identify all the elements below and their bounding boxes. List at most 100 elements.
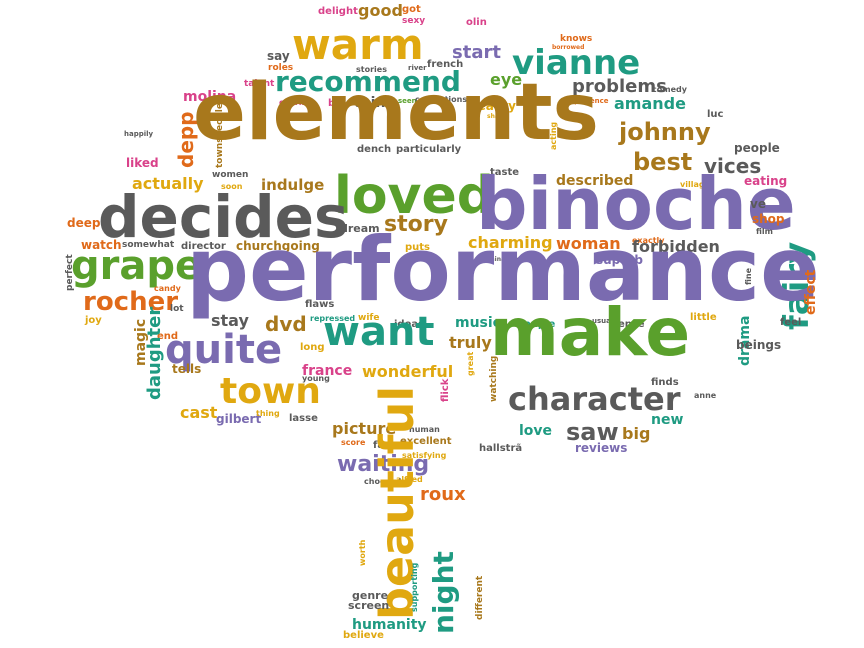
- cloud-word-candy: candy: [154, 284, 181, 293]
- cloud-word-elements: elements: [193, 68, 599, 158]
- cloud-word-good: good: [358, 1, 403, 20]
- cloud-word-ideas: ideas: [394, 319, 425, 330]
- cloud-word-best: best: [633, 148, 693, 176]
- cloud-word-particularly: particularly: [396, 144, 462, 155]
- cloud-word-vices: vices: [704, 154, 762, 178]
- cloud-word-chocolate: chocolate: [364, 477, 408, 486]
- cloud-word-amande: amande: [614, 94, 686, 113]
- cloud-word-borrowed: borrowed: [552, 44, 585, 51]
- cloud-word-supporting: supporting: [410, 562, 419, 612]
- cloud-word-french: french: [427, 59, 464, 70]
- cloud-word-finds: finds: [651, 377, 679, 388]
- cloud-word-molina: molina: [183, 89, 237, 105]
- cloud-word-village: village: [680, 180, 710, 189]
- cloud-word-experience: experience: [565, 97, 609, 105]
- cloud-word-think: think: [354, 95, 395, 111]
- cloud-word-anne: anne: [694, 391, 717, 400]
- cloud-word-acting: acting: [549, 121, 558, 150]
- cloud-word-flick: flick: [440, 378, 451, 402]
- cloud-word-beauty: beauty: [469, 99, 516, 113]
- cloud-word-beings: beings: [736, 338, 782, 352]
- cloud-word-france: france: [302, 363, 353, 379]
- cloud-word-loved: loved: [334, 166, 494, 226]
- cloud-word-olin: olin: [466, 17, 487, 28]
- cloud-word-eating: eating: [744, 174, 788, 188]
- cloud-word-film: film: [756, 227, 774, 236]
- cloud-word-wonderful: wonderful: [362, 362, 454, 381]
- cloud-word-comedy: comedy: [652, 85, 687, 94]
- cloud-word-character: character: [508, 380, 681, 418]
- cloud-word-new: new: [651, 412, 684, 428]
- cloud-word-love: love: [519, 423, 553, 439]
- cloud-word-superb: superb: [596, 253, 643, 267]
- cloud-word-roux: roux: [420, 484, 466, 505]
- cloud-word-story: story: [384, 212, 448, 237]
- cloud-word-knows: knows: [560, 34, 593, 44]
- cloud-word-different: different: [475, 575, 485, 620]
- cloud-word-alfred: alfred: [396, 475, 423, 484]
- cloud-word-humanity: humanity: [352, 617, 427, 633]
- cloud-word-problems: problems: [572, 76, 667, 97]
- cloud-word-young: young: [302, 374, 330, 383]
- cloud-word-watch: watch: [81, 238, 122, 252]
- cloud-word-confections: confections: [415, 95, 468, 104]
- cloud-word-luc: luc: [707, 109, 724, 120]
- cloud-word-truly: truly: [449, 333, 492, 352]
- cloud-word-somewhat: somewhat: [122, 240, 175, 250]
- cloud-word-soon: soon: [221, 182, 243, 191]
- cloud-word-talent: talent: [244, 79, 275, 89]
- cloud-word-liked: liked: [126, 156, 159, 170]
- cloud-word-ve: ve: [750, 197, 766, 211]
- cloud-word-joy: joy: [85, 315, 102, 326]
- cloud-word-couple: couple: [518, 319, 556, 330]
- cloud-word-score: score: [341, 438, 366, 447]
- cloud-word-dench: dench: [357, 144, 392, 155]
- cloud-word-director: director: [181, 241, 226, 252]
- cloud-word-people: people: [734, 141, 780, 155]
- cloud-word-lasse: lasse: [289, 413, 318, 424]
- cloud-word-johnny: johnny: [619, 118, 711, 146]
- cloud-word-hallstr: hallstrã: [479, 443, 523, 454]
- cloud-word-stories: stories: [356, 65, 387, 74]
- cloud-word-picture: picture: [332, 419, 397, 438]
- cloud-word-dream: dream: [340, 222, 380, 235]
- cloud-word-shop: shop: [752, 212, 785, 226]
- cloud-word-eye: eye: [490, 70, 523, 89]
- cloud-word-taste: taste: [490, 167, 520, 178]
- cloud-word-lot: lot: [170, 304, 184, 314]
- cloud-word-human: human: [409, 425, 440, 434]
- cloud-word-nominations: nominations: [480, 256, 522, 263]
- cloud-word-charm: charm: [279, 98, 308, 107]
- cloud-word-deep: deep: [67, 216, 101, 230]
- cloud-word-repressed: repressed: [310, 314, 356, 323]
- cloud-word-seen: seen: [398, 97, 417, 105]
- cloud-word-waiting: waiting: [337, 452, 430, 477]
- cloud-word-churchgoing: churchgoing: [236, 239, 320, 253]
- cloud-word-cast: cast: [180, 403, 218, 422]
- cloud-word-forbidden: forbidden: [632, 237, 720, 256]
- cloud-word-townspeople: townspeople: [215, 103, 225, 168]
- cloud-word-reviews: reviews: [575, 441, 628, 455]
- cloud-word-roles: roles: [268, 63, 294, 73]
- cloud-word-make: make: [490, 294, 691, 371]
- cloud-word-excellent: excellent: [400, 436, 452, 447]
- cloud-word-fast: fast: [373, 440, 395, 451]
- cloud-word-described: described: [556, 173, 634, 189]
- cloud-word-exactly: exactly: [632, 236, 665, 245]
- cloud-word-binoche: binoche: [476, 162, 796, 246]
- cloud-word-satisfying: satisfying: [402, 451, 447, 460]
- cloud-word-wife: wife: [358, 313, 380, 323]
- cloud-word-puts: puts: [405, 242, 431, 253]
- cloud-word-screen: screen: [348, 599, 390, 612]
- cloud-word-dvd: dvd: [265, 312, 307, 336]
- cloud-word-decides: decides: [98, 183, 349, 251]
- cloud-word-flaws: flaws: [305, 299, 335, 310]
- cloud-word-stay: stay: [211, 311, 249, 330]
- cloud-word-big: big: [622, 424, 651, 443]
- cloud-word-performance: performance: [186, 218, 820, 321]
- cloud-word-little: little: [690, 312, 717, 323]
- cloud-word-fine: fine: [744, 267, 753, 285]
- cloud-word-got: got: [402, 4, 421, 15]
- cloud-word-worth: worth: [358, 539, 367, 566]
